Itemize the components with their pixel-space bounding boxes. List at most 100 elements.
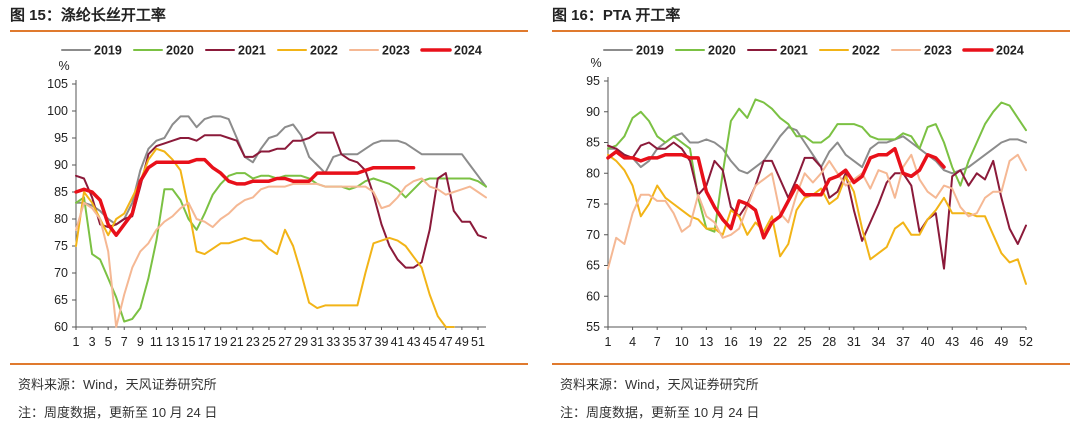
y-tick-label: 95	[586, 74, 600, 88]
x-tick-label: 49	[994, 335, 1008, 349]
x-tick-label: 1	[605, 335, 612, 349]
x-tick-label: 29	[294, 335, 308, 349]
legend-label-2020: 2020	[708, 44, 736, 58]
x-tick-label: 27	[278, 335, 292, 349]
x-tick-label: 16	[724, 335, 738, 349]
y-tick-label: 60	[586, 289, 600, 303]
chart-title: 图 16：PTA 开工率	[552, 7, 681, 24]
x-tick-label: 13	[166, 335, 180, 349]
x-tick-label: 41	[391, 335, 405, 349]
x-tick-label: 25	[798, 335, 812, 349]
legend-label-2019: 2019	[636, 44, 664, 58]
series-line-2023	[75, 177, 487, 328]
x-tick-label: 51	[471, 335, 485, 349]
source-divider	[552, 363, 1070, 365]
legend-label-2023: 2023	[924, 44, 952, 58]
series-line-2022	[607, 153, 1027, 285]
x-tick-label: 37	[358, 335, 372, 349]
title-underline	[10, 30, 528, 32]
x-tick-label: 22	[773, 335, 787, 349]
chart-panel-left: 图 15：涤纶长丝开工率 60 65 70 75 80 85 90 95 100 105% 1 3 5 7…	[10, 0, 538, 430]
y-tick-label: 85	[586, 136, 600, 150]
x-tick-label: 31	[310, 335, 324, 349]
legend-label-2021: 2021	[780, 44, 808, 58]
legend-label-2020: 2020	[166, 44, 194, 58]
legend-label-2023: 2023	[382, 44, 410, 58]
legend-label-2019: 2019	[94, 44, 122, 58]
x-tick-label: 33	[326, 335, 340, 349]
x-tick-label: 1	[73, 335, 80, 349]
legend-label-2024: 2024	[996, 44, 1024, 58]
y-tick-label: 105	[47, 77, 68, 91]
series-line-2024	[74, 157, 416, 237]
x-tick-label: 7	[654, 335, 661, 349]
series-line-2020	[607, 98, 1027, 233]
x-tick-label: 9	[137, 335, 144, 349]
chart-title: 图 15：涤纶长丝开工率	[10, 7, 166, 24]
x-tick-label: 46	[970, 335, 984, 349]
x-tick-label: 19	[749, 335, 763, 349]
series-line-2023	[607, 153, 1027, 270]
chart-panel-right: 图 16：PTA 开工率 55 60 65 70 75 80 85 90 95% 1 4 7 10 13 1…	[552, 0, 1080, 430]
x-tick-label: 4	[629, 335, 636, 349]
y-tick-label: 85	[54, 185, 68, 199]
x-tick-label: 7	[121, 335, 128, 349]
x-tick-label: 35	[342, 335, 356, 349]
footnote: 注：周度数据，更新至 10 月 24 日	[18, 405, 218, 420]
source-note: 资料来源：Wind，天风证券研究所	[560, 377, 759, 392]
y-tick-label: 70	[54, 266, 68, 280]
x-tick-label: 28	[822, 335, 836, 349]
x-tick-label: 15	[182, 335, 196, 349]
series-line-2021	[607, 141, 1027, 270]
x-tick-label: 10	[675, 335, 689, 349]
x-tick-label: 5	[105, 335, 112, 349]
x-tick-label: 45	[423, 335, 437, 349]
y-tick-label: 90	[54, 158, 68, 172]
chart-pta: 55 60 65 70 75 80 85 90 95% 1 4 7 10 13 16 19 22 25 28 31 34…	[586, 44, 1033, 350]
x-tick-label: 49	[455, 335, 469, 349]
x-tick-label: 3	[89, 335, 96, 349]
legend-label-2022: 2022	[310, 44, 338, 58]
y-tick-label: 100	[47, 104, 68, 118]
y-tick-label: 90	[586, 105, 600, 119]
series-line-2021	[75, 131, 487, 269]
x-tick-label: 34	[872, 335, 886, 349]
x-tick-label: 43	[945, 335, 959, 349]
y-axis-unit: %	[58, 59, 69, 73]
x-tick-label: 43	[407, 335, 421, 349]
footnote: 注：周度数据，更新至 10 月 24 日	[560, 405, 760, 420]
y-tick-label: 95	[54, 131, 68, 145]
x-tick-label: 47	[439, 335, 453, 349]
y-tick-label: 70	[586, 228, 600, 242]
x-tick-label: 23	[246, 335, 260, 349]
x-tick-label: 13	[699, 335, 713, 349]
x-tick-label: 31	[847, 335, 861, 349]
x-tick-label: 37	[896, 335, 910, 349]
y-tick-label: 75	[54, 239, 68, 253]
y-tick-label: 75	[586, 197, 600, 211]
source-note: 资料来源：Wind，天风证券研究所	[18, 377, 217, 392]
series-line-2019	[607, 126, 1027, 175]
y-tick-label: 80	[586, 166, 600, 180]
x-tick-label: 21	[230, 335, 244, 349]
series-line-2019	[75, 115, 487, 226]
y-tick-label: 65	[54, 293, 68, 307]
y-tick-label: 65	[586, 259, 600, 273]
legend-label-2024: 2024	[454, 44, 482, 58]
x-tick-label: 40	[921, 335, 935, 349]
x-tick-label: 19	[214, 335, 228, 349]
legend-label-2021: 2021	[238, 44, 266, 58]
series-line-2024	[606, 146, 946, 240]
y-axis-unit: %	[590, 56, 601, 70]
x-tick-label: 39	[375, 335, 389, 349]
y-tick-label: 60	[54, 320, 68, 334]
legend-label-2022: 2022	[852, 44, 880, 58]
y-tick-label: 80	[54, 212, 68, 226]
x-tick-label: 11	[150, 335, 163, 349]
x-tick-label: 25	[262, 335, 276, 349]
source-divider	[10, 363, 528, 365]
x-tick-label: 17	[198, 335, 212, 349]
x-tick-label: 52	[1019, 335, 1033, 349]
title-underline	[552, 30, 1070, 32]
